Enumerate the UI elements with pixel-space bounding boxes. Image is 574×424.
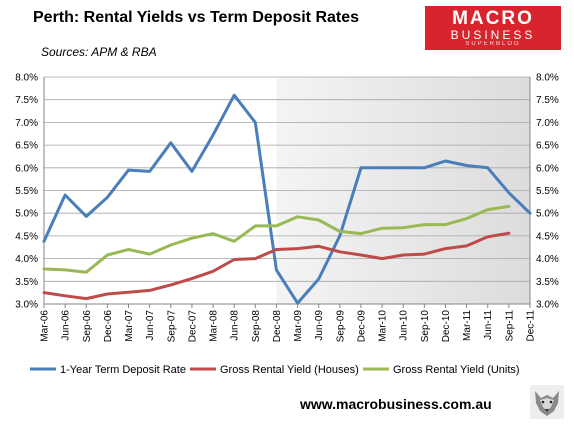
- x-tick-label: Sep-11: [504, 310, 515, 342]
- x-tick-label: Dec-07: [187, 310, 198, 343]
- legend-label-1: 1-Year Term Deposit Rate: [60, 364, 186, 376]
- legend-label-3: Gross Rental Yield (Units): [393, 364, 520, 376]
- y-tick-label-right: 3.0%: [536, 300, 559, 311]
- macro-business-logo: MACRO BUSINESS SUPERBLOG: [425, 6, 561, 50]
- y-tick-label-right: 6.0%: [536, 163, 559, 174]
- series-line-2: [42, 231, 511, 301]
- legend-label-2: Gross Rental Yield (Houses): [220, 364, 359, 376]
- chart-subtitle: Sources: APM & RBA: [41, 45, 157, 59]
- series-line-3: [42, 204, 511, 274]
- y-tick-label-left: 3.5%: [15, 277, 38, 288]
- y-tick-label-right: 8.0%: [536, 73, 559, 84]
- x-tick-label: Jun-06: [61, 310, 72, 341]
- x-tick-label: Sep-08: [251, 310, 262, 343]
- y-tick-label-right: 4.5%: [536, 231, 559, 242]
- y-tick-label-left: 6.5%: [15, 141, 38, 152]
- x-tick-label: Dec-06: [103, 310, 114, 343]
- website-url: www.macrobusiness.com.au: [300, 396, 492, 412]
- legend: 1-Year Term Deposit Rate Gross Rental Yie…: [30, 364, 520, 376]
- y-tick-label-right: 7.5%: [536, 95, 559, 106]
- y-tick-label-left: 5.5%: [15, 186, 38, 197]
- x-tick-label: Dec-11: [526, 310, 537, 342]
- y-tick-label-right: 7.0%: [536, 118, 559, 129]
- axes: 3.0% 3.0% 3.5% 3.5% 4.0% 4.0% 4.5% 4.5% 5.0% 5.0%…: [15, 73, 559, 343]
- logo-line-3: SUPERBLOG: [465, 41, 521, 47]
- y-tick-label-right: 3.5%: [536, 277, 559, 288]
- chart-title: Perth: Rental Yields vs Term Deposit Rat…: [33, 9, 360, 26]
- x-tick-label: Jun-10: [399, 310, 410, 341]
- y-tick-label-left: 8.0%: [15, 73, 38, 84]
- x-tick-label: Mar-08: [209, 310, 220, 342]
- x-tick-label: Mar-10: [378, 310, 389, 342]
- x-tick-label: Jun-07: [145, 310, 156, 341]
- x-tick-label: Sep-10: [420, 310, 431, 343]
- y-tick-label-right: 4.0%: [536, 254, 559, 265]
- x-tick-label: Mar-09: [293, 310, 304, 342]
- y-tick-label-left: 5.0%: [15, 209, 38, 220]
- x-tick-label: Dec-09: [356, 310, 367, 343]
- x-tick-label: Sep-09: [335, 310, 346, 343]
- y-tick-label-right: 5.5%: [536, 186, 559, 197]
- y-tick-label-right: 6.5%: [536, 141, 559, 152]
- series-line-1: [42, 93, 532, 305]
- x-tick-label: Dec-10: [441, 310, 452, 343]
- logo-line-2: BUSINESS: [450, 28, 536, 42]
- x-tick-label: Jun-08: [230, 310, 241, 341]
- x-tick-label: Jun-11: [483, 310, 494, 340]
- y-tick-label-left: 4.5%: [15, 231, 38, 242]
- x-tick-label: Dec-08: [272, 310, 283, 343]
- wolf-logo-icon: [530, 385, 564, 419]
- logo-line-1: MACRO: [452, 8, 534, 29]
- x-tick-label: Sep-06: [82, 310, 93, 343]
- y-tick-label-left: 7.0%: [15, 118, 38, 129]
- y-tick-label-left: 6.0%: [15, 163, 38, 174]
- y-tick-label-left: 4.0%: [15, 254, 38, 265]
- x-tick-label: Mar-06: [40, 310, 51, 342]
- y-tick-label-left: 7.5%: [15, 95, 38, 106]
- x-tick-label: Mar-11: [462, 310, 473, 341]
- y-tick-label-right: 5.0%: [536, 209, 559, 220]
- x-tick-label: Jun-09: [314, 310, 325, 341]
- series-lines: [42, 93, 532, 305]
- x-tick-label: Sep-07: [166, 310, 177, 343]
- y-tick-label-left: 3.0%: [15, 300, 38, 311]
- x-tick-label: Mar-07: [124, 310, 135, 342]
